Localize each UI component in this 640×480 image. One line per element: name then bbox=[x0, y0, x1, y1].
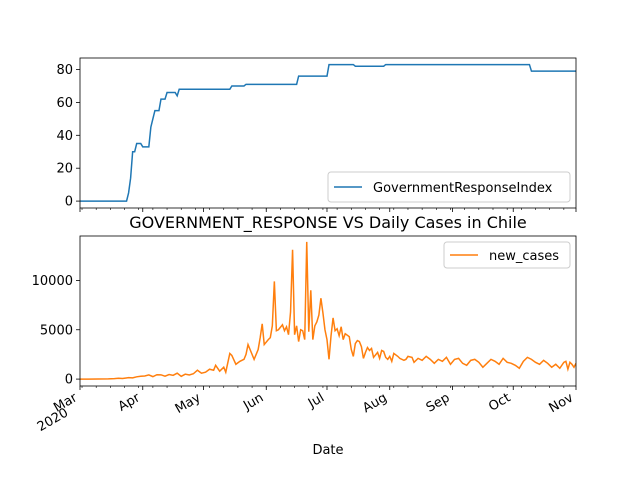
y-tick-label: 20 bbox=[56, 162, 73, 177]
top-panel: 0 20 40 60 80 GovernmentResponseIndex bbox=[56, 57, 577, 212]
y-tick-label: 10000 bbox=[32, 274, 73, 289]
y-tick-label: 40 bbox=[56, 129, 73, 144]
bottom-axes-frame bbox=[79, 235, 577, 387]
x-tick-label: Jul bbox=[305, 390, 327, 411]
top-legend: GovernmentResponseIndex bbox=[327, 171, 571, 203]
y-tick-label: 0 bbox=[65, 373, 73, 388]
y-tick-label: 5000 bbox=[40, 323, 73, 338]
y-tick-label: 0 bbox=[65, 195, 73, 210]
chart-title: GOVERNMENT_RESPONSE VS Daily Cases in Ch… bbox=[129, 213, 527, 233]
bottom-y-ticks: 0 5000 10000 bbox=[32, 274, 80, 388]
top-x-ticks bbox=[79, 208, 577, 212]
bottom-legend-label: new_cases bbox=[489, 249, 559, 264]
new-cases-line bbox=[80, 241, 576, 380]
top-axes-frame bbox=[79, 57, 577, 209]
top-legend-box bbox=[327, 171, 571, 203]
government-response-index-line bbox=[80, 63, 576, 202]
y-tick-label: 80 bbox=[56, 63, 73, 78]
top-y-ticks: 0 20 40 60 80 bbox=[56, 63, 80, 210]
y-tick-label: 60 bbox=[56, 96, 73, 111]
x-axis-title: Date bbox=[312, 443, 343, 458]
top-legend-label: GovernmentResponseIndex bbox=[373, 181, 553, 196]
bottom-legend-box bbox=[443, 241, 571, 269]
bottom-legend: new_cases bbox=[443, 241, 571, 269]
